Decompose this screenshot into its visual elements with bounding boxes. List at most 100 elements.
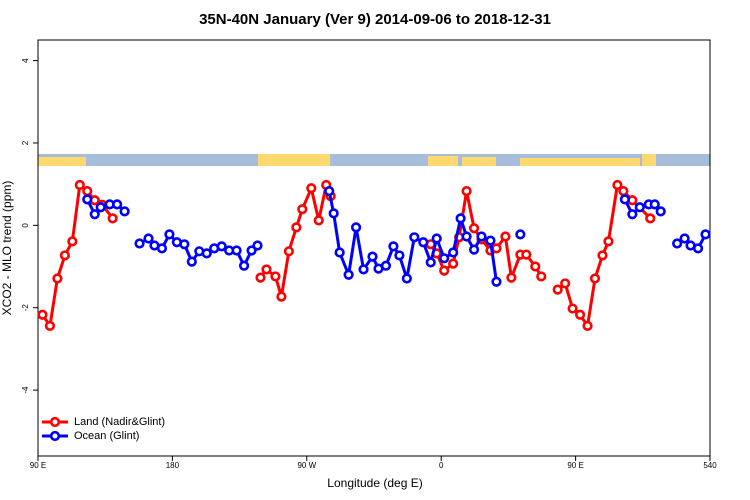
data-point	[261, 264, 272, 275]
data-point	[291, 222, 302, 233]
data-point	[425, 257, 436, 268]
y-tick-label: 2	[21, 140, 30, 145]
data-point	[201, 248, 212, 259]
data-point	[380, 260, 392, 271]
data-point	[59, 250, 70, 261]
data-point	[231, 245, 242, 256]
data-point	[179, 239, 190, 250]
data-point	[597, 250, 608, 261]
data-point	[367, 251, 378, 262]
y-tick-label: 0	[21, 223, 30, 228]
x-tick-label: 0	[439, 461, 444, 470]
data-point	[645, 213, 656, 224]
data-point	[491, 243, 502, 254]
data-point	[418, 237, 429, 248]
x-tick-label: 90 E	[567, 461, 583, 470]
data-point	[515, 229, 526, 240]
data-point	[143, 233, 154, 244]
y-tick-label: 4	[21, 58, 30, 63]
data-point	[409, 232, 420, 243]
data-point	[95, 202, 106, 213]
data-point	[283, 246, 294, 257]
data-point	[238, 260, 250, 271]
data-point	[461, 186, 472, 197]
data-point	[431, 233, 442, 244]
series-line	[41, 179, 652, 330]
data-point	[700, 229, 711, 240]
x-tick-label: 180	[166, 461, 180, 470]
data-point	[358, 264, 369, 275]
data-point	[67, 236, 78, 247]
data-point	[582, 320, 593, 331]
data-point	[589, 273, 601, 284]
data-point	[560, 278, 571, 289]
data-point	[343, 269, 354, 280]
data-point	[679, 233, 690, 244]
data-point	[439, 253, 450, 264]
data-point	[476, 231, 487, 242]
data-point	[536, 271, 547, 282]
data-point	[500, 231, 511, 242]
data-point	[552, 284, 563, 295]
data-point	[276, 291, 287, 302]
data-point	[44, 320, 56, 331]
data-point	[401, 273, 412, 284]
data-point	[649, 199, 660, 210]
data-point	[324, 186, 335, 197]
legend-marker	[49, 416, 61, 428]
chart-title: 35N-40N January (Ver 9) 2014-09-06 to 20…	[199, 11, 551, 28]
data-point	[448, 247, 459, 258]
data-point	[627, 209, 638, 220]
y-axis-label: XCO2 - MLO trend (ppm)	[0, 181, 14, 316]
x-tick-label: 90 W	[297, 461, 316, 470]
data-point	[107, 213, 118, 224]
data-point	[468, 223, 480, 234]
data-point	[270, 271, 281, 282]
data-point	[461, 231, 472, 242]
data-point	[156, 243, 168, 254]
data-point	[297, 204, 308, 215]
y-tick-label: -4	[21, 386, 30, 394]
data-point	[612, 179, 623, 191]
data-point	[89, 209, 100, 220]
data-point	[52, 273, 63, 284]
data-point	[655, 206, 666, 217]
data-point	[82, 186, 93, 197]
data-point	[313, 215, 324, 226]
legend-marker	[49, 430, 61, 442]
data-point	[448, 258, 459, 269]
data-point	[455, 213, 466, 224]
data-point	[485, 235, 496, 246]
x-tick-label: 540	[703, 461, 717, 470]
data-point	[37, 309, 48, 320]
x-tick-label: 90 E	[30, 461, 46, 470]
data-point	[255, 272, 266, 283]
legend-label: Ocean (Glint)	[74, 430, 139, 442]
data-point	[216, 241, 227, 252]
data-point	[567, 303, 578, 314]
data-point	[692, 243, 704, 254]
data-point	[439, 265, 450, 276]
plot-frame	[37, 39, 711, 457]
data-point	[252, 240, 263, 251]
data-point	[491, 276, 502, 287]
data-point	[350, 222, 362, 233]
data-point	[112, 199, 123, 210]
data-point	[164, 229, 175, 240]
data-point	[306, 183, 317, 194]
data-point	[619, 194, 630, 205]
data-point	[186, 256, 197, 267]
data-point	[82, 194, 93, 205]
data-point	[574, 309, 586, 320]
data-point	[74, 179, 85, 191]
data-point	[334, 247, 345, 258]
map-strip	[38, 154, 710, 166]
y-tick-label: -2	[21, 304, 30, 312]
data-point	[618, 186, 629, 197]
data-point	[521, 249, 532, 260]
data-point	[468, 244, 480, 255]
data-point	[672, 238, 683, 249]
data-point	[634, 202, 645, 213]
data-point	[603, 236, 614, 247]
